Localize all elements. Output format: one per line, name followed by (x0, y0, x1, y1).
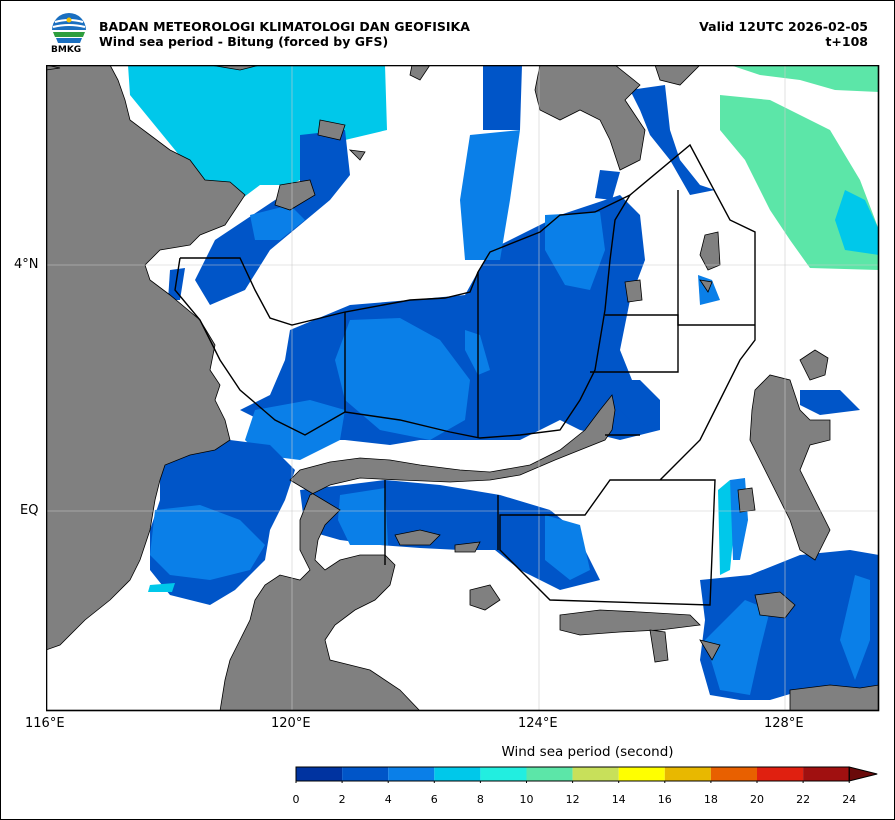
land-obi (789, 684, 879, 711)
colorbar-tick-label: 10 (519, 793, 534, 806)
land-sulu-3 (348, 149, 366, 161)
colorbar-tick-label: 4 (384, 793, 392, 806)
shade-blue-molucca-n (630, 85, 715, 195)
map-border (46, 65, 880, 712)
colorbar-title: Wind sea period (second) (501, 744, 674, 760)
land-sula (559, 609, 701, 636)
bmkg-logo-icon (52, 13, 86, 43)
shade-cyan-makassar (148, 583, 175, 592)
shade-lightblue-makassar (150, 505, 265, 580)
shade-cyan-east (835, 190, 879, 255)
map-panel (46, 65, 880, 712)
shade-lightblue-molucca-sea-2 (840, 575, 870, 680)
land-morotai (799, 349, 829, 381)
land-halmahera (749, 374, 831, 561)
graticule (46, 65, 879, 711)
lon-tick-116: 116°E (25, 716, 65, 731)
zone-celebes-split (344, 194, 631, 439)
colorbar-segment (388, 767, 435, 781)
colorbar-segment (526, 767, 573, 781)
colorbar-segment (803, 767, 850, 781)
zone-tomini (384, 480, 499, 565)
colorbar-tick-label: 6 (430, 793, 438, 806)
shade-blue-molucca-s (600, 380, 660, 430)
logo-text: BMKG (51, 45, 82, 55)
colorbar-tick-label: 0 (292, 793, 300, 806)
shade-lightblue-molucca-sea (705, 600, 770, 695)
land-sulu-1 (274, 179, 316, 211)
org-name: BADAN METEOROLOGI KLIMATOLOGI DAN GEOFIS… (99, 19, 470, 34)
shade-green-pacific (730, 65, 879, 92)
land-ternate (737, 487, 756, 513)
shade-lightblue-tomini-2 (545, 515, 590, 580)
lon-tick-120: 120°E (271, 716, 311, 731)
zone-molucca-b (590, 190, 679, 373)
land-banggai (469, 584, 501, 611)
colorbar-segment (664, 767, 711, 781)
colorbar-tick-label: 2 (338, 793, 346, 806)
colorbar-tick-label: 24 (842, 793, 857, 806)
lat-tick-eq: EQ (20, 503, 39, 518)
land-sangihe-3 (699, 279, 713, 293)
land-sulu-2 (317, 119, 346, 141)
land-sangihe-2 (624, 279, 643, 303)
colorbar-segment (572, 767, 619, 781)
colorbar (295, 766, 878, 783)
shade-lightblue-north (460, 130, 520, 260)
zone-celebes-west (174, 257, 346, 436)
header-right: Valid 12UTC 2026-02-05 t+108 (699, 19, 868, 49)
land-togian-2 (454, 541, 481, 553)
land-sangihe-1 (699, 231, 721, 271)
colorbar-segment (296, 767, 343, 781)
shade-cyan-strip (718, 480, 735, 575)
shade-blue-north-1 (483, 65, 522, 130)
header-left: BADAN METEOROLOGI KLIMATOLOGI DAN GEOFIS… (99, 19, 470, 49)
land-mindanao-main (534, 65, 646, 171)
period-shading (128, 65, 879, 711)
lon-tick-128: 128°E (764, 716, 804, 731)
colorbar-tick-label: 8 (476, 793, 484, 806)
shade-lightblue-celebes-1 (335, 318, 470, 440)
land-mindanao-east (654, 65, 701, 86)
colorbar-tick-label: 14 (611, 793, 626, 806)
valid-time: Valid 12UTC 2026-02-05 (699, 19, 868, 34)
colorbar-tick-label: 22 (796, 793, 811, 806)
forecast-step: t+108 (825, 34, 868, 49)
shade-blue-north-2 (595, 170, 620, 200)
colorbar-segment (480, 767, 527, 781)
colorbar-segment (710, 767, 757, 781)
colorbar-extend-arrow (848, 766, 878, 782)
shade-blue-east-2 (800, 390, 860, 415)
colorbar-segment (342, 767, 389, 781)
shade-lightblue-sulu (250, 205, 305, 240)
colorbar-segment (757, 767, 804, 781)
lat-tick-4n: 4°N (14, 257, 39, 272)
product-title: Wind sea period - Bitung (forced by GFS) (99, 34, 389, 49)
land-togian-1 (394, 529, 441, 546)
colorbar-tick-label: 18 (703, 793, 718, 806)
zone-boundaries (174, 143, 756, 606)
colorbar-segment (618, 767, 665, 781)
shade-lightblue-tomini (338, 488, 388, 545)
colorbar-tick-label: 12 (565, 793, 580, 806)
shade-lightblue-celebes-2 (545, 212, 605, 290)
colorbar-tick-label: 20 (750, 793, 764, 806)
land-sulawesi (219, 394, 616, 711)
land-mindanao (409, 65, 431, 81)
land-sula-2 (649, 629, 669, 663)
lon-tick-124: 124°E (518, 716, 558, 731)
colorbar-tick-label: 16 (657, 793, 672, 806)
land-mangole (699, 639, 721, 661)
colorbar-segment (434, 767, 481, 781)
